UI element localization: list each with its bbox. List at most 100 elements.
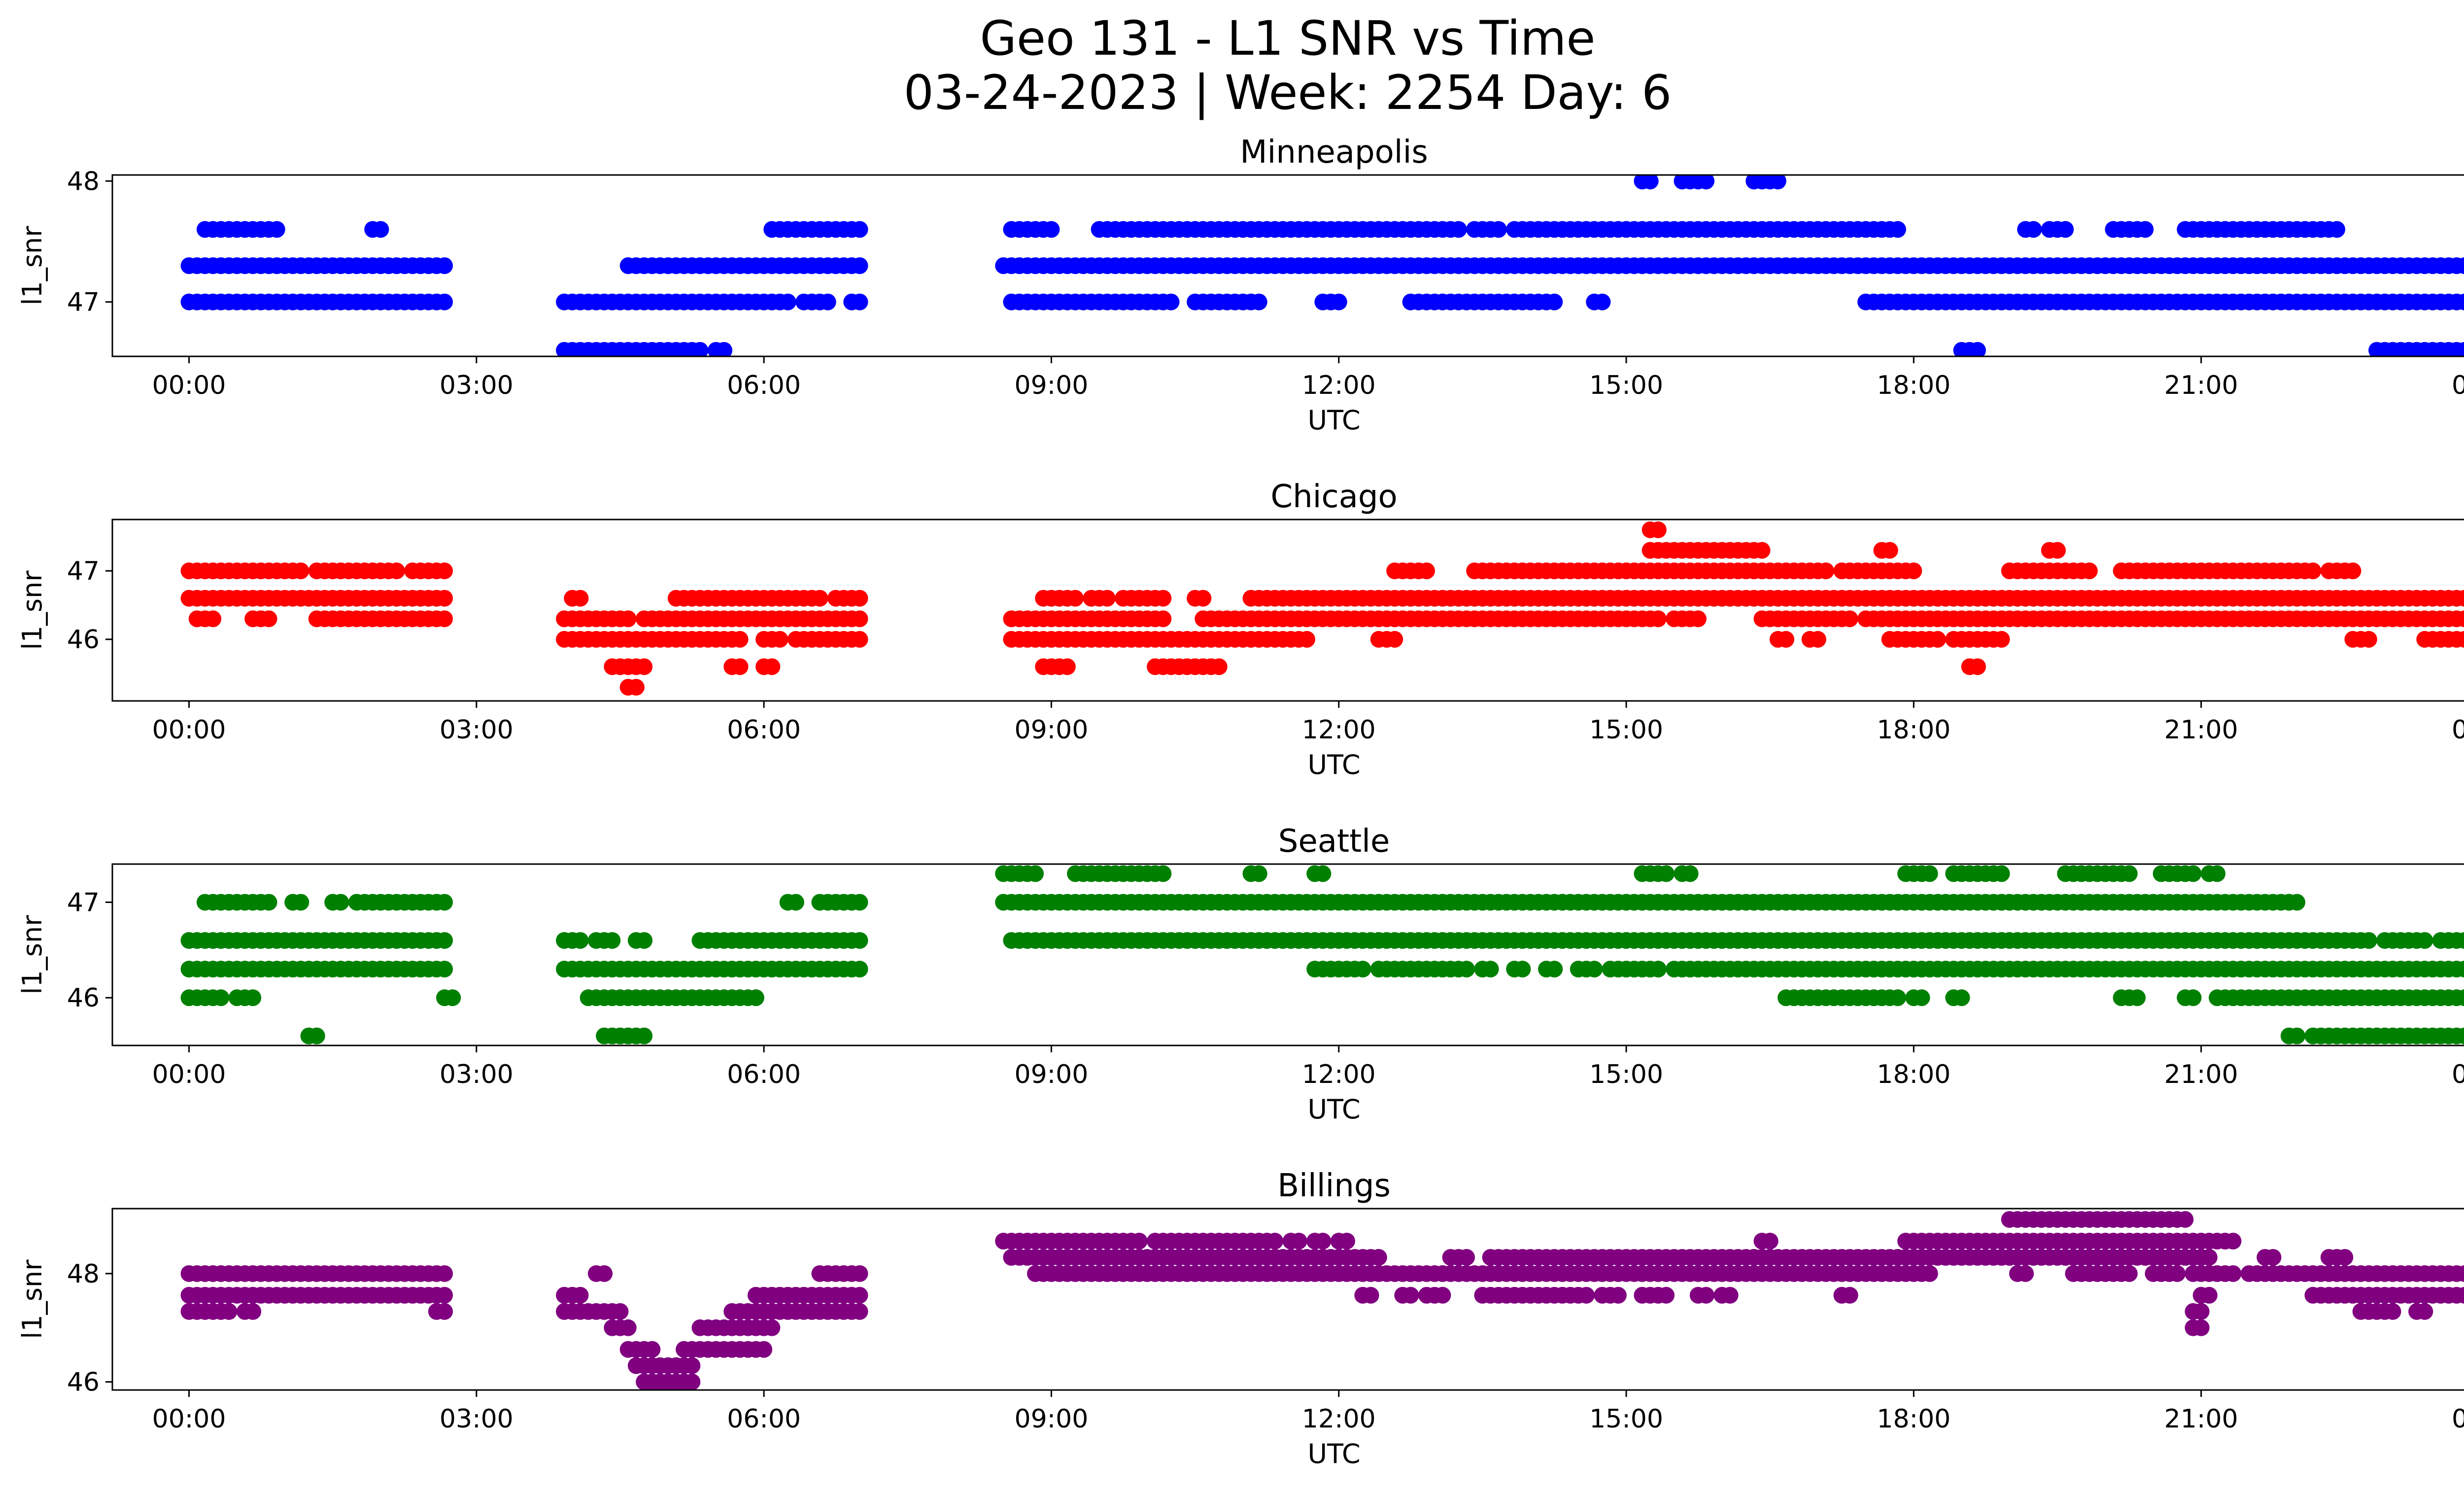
x-tick-label: 15:00 [1589, 371, 1663, 400]
data-point [2049, 542, 2066, 559]
x-tick-label: 06:00 [727, 371, 801, 400]
data-point [2185, 865, 2202, 882]
data-point [851, 221, 868, 238]
plot-frame [111, 863, 2464, 1046]
scatter-series [180, 1211, 2464, 1390]
data-point [851, 932, 868, 949]
data-point [372, 221, 389, 238]
data-point [1298, 631, 1315, 648]
x-tick-label: 06:00 [727, 715, 801, 745]
y-tick-label: 48 [67, 1259, 100, 1289]
data-point [1929, 631, 1946, 648]
data-point [1921, 1265, 1938, 1282]
data-point [747, 989, 764, 1007]
data-point [388, 562, 405, 580]
y-axis-label: l1_snr [17, 915, 48, 995]
x-tick-label: 12:00 [1302, 715, 1376, 745]
data-point [2192, 1303, 2210, 1320]
data-point [1266, 1232, 1284, 1250]
data-point [2168, 1265, 2186, 1282]
data-point [436, 562, 453, 580]
data-point [1969, 342, 1986, 356]
x-tick-label: 03:00 [440, 371, 513, 400]
data-point [1290, 1232, 1307, 1250]
data-point [1210, 658, 1228, 675]
data-point [1658, 1286, 1675, 1304]
data-point [1889, 989, 1906, 1007]
subplot-title: Minneapolis [1240, 134, 1428, 171]
data-point [1027, 865, 1044, 882]
scatter-series [180, 865, 2464, 1044]
data-point [763, 658, 781, 675]
data-point [292, 562, 309, 580]
data-point [1586, 961, 1603, 978]
data-point [691, 342, 709, 356]
data-point [436, 257, 453, 274]
data-point [1362, 1286, 1379, 1304]
data-point [596, 1265, 613, 1282]
data-point [1546, 293, 1563, 311]
y-tick-label: 46 [67, 1368, 100, 1397]
data-point [436, 932, 453, 949]
data-point [2137, 221, 2154, 238]
data-point [636, 658, 653, 675]
data-point [2200, 1249, 2218, 1266]
data-point [1354, 961, 1371, 978]
panel-chicago: Chicago 00:00 03:00 06:00 09:00 12:00 15:00 18:… [17, 479, 2464, 780]
data-point [1609, 1286, 1627, 1304]
data-point [1482, 961, 1499, 978]
x-tick-label: 06:00 [727, 1404, 801, 1434]
data-point [2360, 631, 2377, 648]
data-point [2121, 1265, 2138, 1282]
data-point [2328, 221, 2346, 238]
data-point [244, 1303, 262, 1320]
data-point [2121, 865, 2138, 882]
scatter-series [180, 175, 2464, 356]
x-tick-label: 09:00 [1014, 1404, 1088, 1434]
data-point [1642, 175, 1659, 190]
data-point [716, 342, 733, 356]
data-point [308, 1027, 325, 1044]
data-point [1578, 1286, 1595, 1304]
data-point [2344, 562, 2361, 580]
y-tick-label: 47 [67, 288, 100, 317]
data-point [436, 1265, 453, 1282]
data-point [851, 257, 868, 274]
data-point [619, 610, 637, 627]
x-axis-label: UTC [1307, 749, 1360, 780]
data-point [1769, 175, 1786, 190]
data-point [851, 590, 868, 607]
data-point [619, 1319, 637, 1336]
data-point [1458, 961, 1475, 978]
x-tick-label: 06:00 [727, 1060, 801, 1089]
plot-frame [111, 1208, 2464, 1391]
data-point [1195, 590, 1212, 607]
x-tick-label: 00:00 [2452, 1404, 2464, 1434]
data-point [851, 894, 868, 911]
data-point [2456, 610, 2464, 627]
x-tick-label: 00:00 [152, 715, 226, 745]
data-point [1314, 1232, 1332, 1250]
data-point [1993, 865, 2010, 882]
x-tick-label: 21:00 [2164, 371, 2238, 400]
data-point [436, 590, 453, 607]
data-point [260, 610, 277, 627]
data-point [763, 1319, 781, 1336]
data-point [851, 293, 868, 311]
data-point [1658, 865, 1675, 882]
data-point [1649, 961, 1667, 978]
x-tick-label: 12:00 [1302, 1404, 1376, 1434]
data-point [1689, 610, 1707, 627]
data-point [1761, 1232, 1779, 1250]
data-point [2456, 342, 2464, 356]
data-point [1155, 865, 1172, 882]
data-point [731, 631, 749, 648]
plot-frame [111, 174, 2464, 357]
data-point [1778, 631, 1795, 648]
data-point [2456, 257, 2464, 274]
data-point [1155, 610, 1172, 627]
data-point [1338, 1232, 1355, 1250]
subplot-title: Seattle [1278, 823, 1390, 860]
data-point [1969, 658, 1986, 675]
data-point [1155, 590, 1172, 607]
